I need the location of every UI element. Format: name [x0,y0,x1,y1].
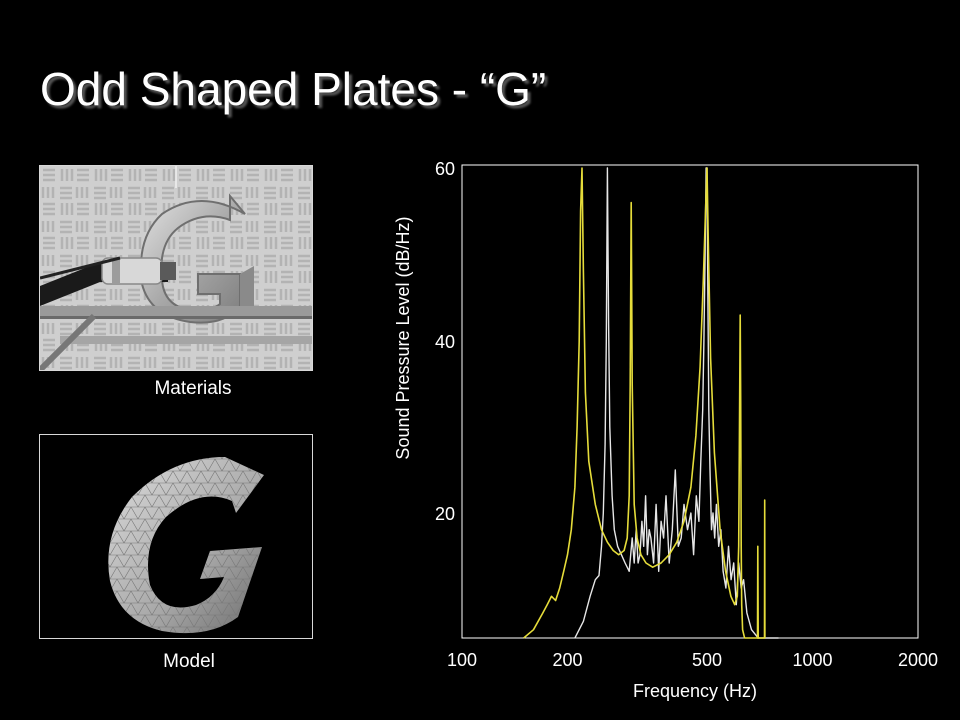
model-spike-line-2 [763,499,766,639]
slide-title: Odd Shaped Plates - “G” [40,63,547,115]
x-tick-label: 100 [447,650,477,670]
x-tick-label: 200 [552,650,582,670]
y-tick-label: 60 [435,159,455,179]
x-tick-label: 1000 [792,650,832,670]
x-tick-label: 2000 [898,650,938,670]
measured-series-line [574,167,779,639]
x-axis-label: Frequency (Hz) [633,681,757,701]
y-tick-label: 40 [435,332,455,352]
y-tick-label: 20 [435,504,455,524]
model-caption: Model [163,651,215,672]
tick-layer: 100 200 500 1000 2000 20 40 60 [435,159,938,670]
model-spike-line-1 [756,545,760,639]
model-series-line [523,167,765,639]
materials-photo [39,165,313,371]
y-axis-label: Sound Pressure Level (dB/Hz) [393,216,413,459]
model-image [39,434,313,639]
mesh-model-of-g-plate-icon [108,457,264,634]
photo-of-aluminum-g-plate-on-shaker-icon [40,166,312,370]
plot-area [461,164,919,639]
x-tick-label: 500 [692,650,722,670]
series-layer [523,167,779,639]
materials-caption: Materials [154,378,232,399]
